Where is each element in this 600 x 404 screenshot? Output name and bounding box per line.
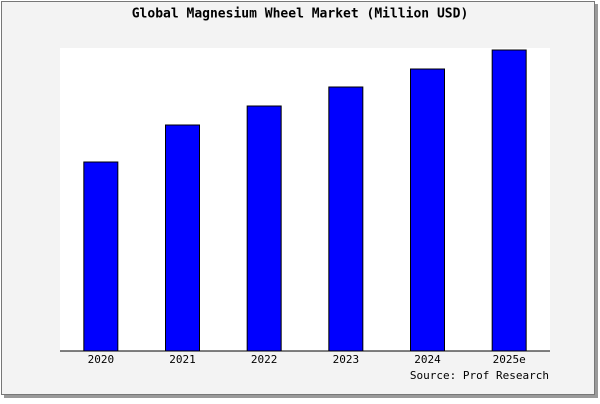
x-tick-label: 2022 [251, 353, 278, 366]
bar [328, 86, 364, 352]
bar [491, 49, 527, 352]
chart-title: Global Magnesium Wheel Market (Million U… [132, 7, 469, 22]
x-tick-label: 2025e [493, 353, 526, 366]
x-tick-label: 2023 [333, 353, 360, 366]
bar [246, 105, 282, 352]
plot-area [60, 48, 550, 351]
bar [410, 68, 445, 352]
bar [165, 124, 200, 352]
source-note: Source: Prof Research [410, 369, 549, 382]
x-tick-label: 2021 [169, 353, 196, 366]
bar [83, 161, 119, 352]
x-tick-label: 2024 [414, 353, 441, 366]
x-tick-label: 2020 [88, 353, 115, 366]
